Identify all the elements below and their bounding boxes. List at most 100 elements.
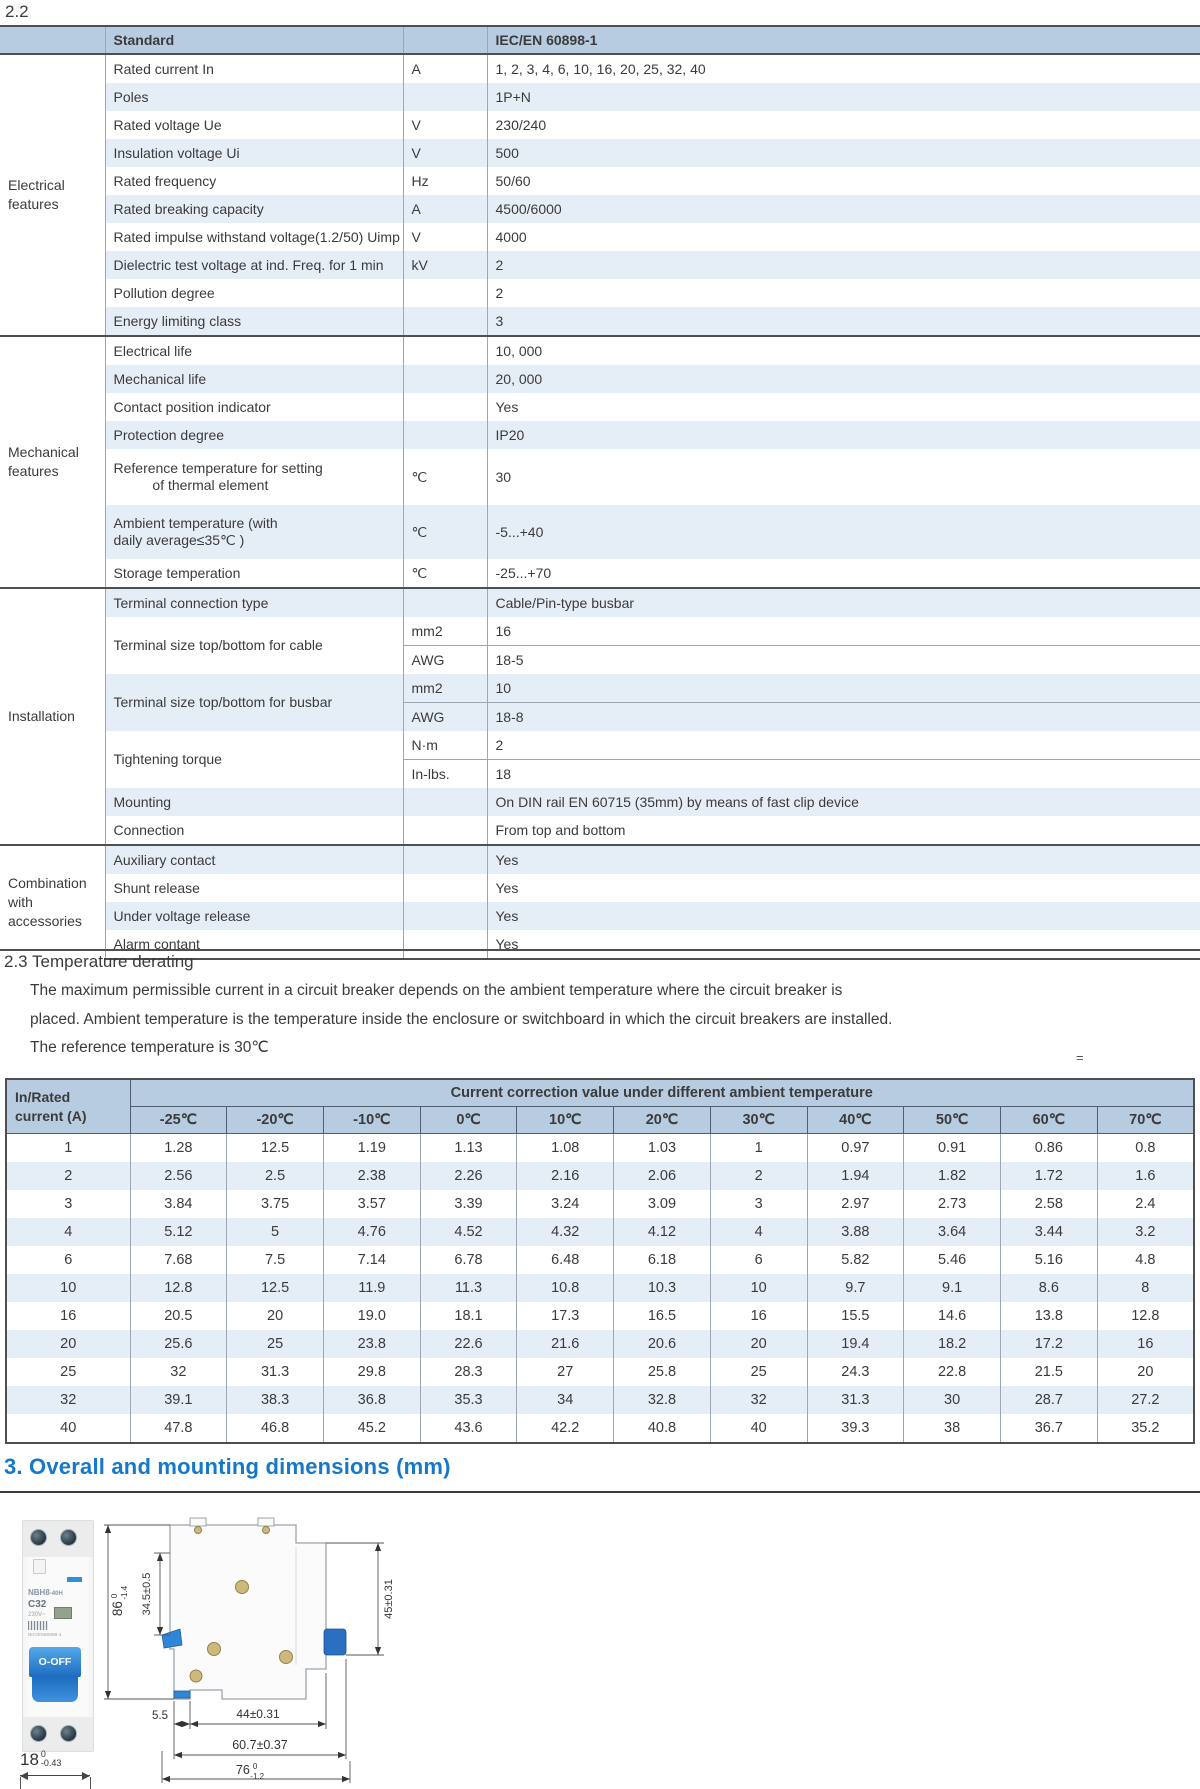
table-row: Insulation voltage Ui V 500 [0, 139, 1200, 167]
correction-value-cell: 38 [903, 1414, 1001, 1443]
spec-value-cell: IP20 [486, 421, 1200, 449]
correction-value-cell: 7.5 [226, 1246, 324, 1274]
rated-current-cell: 32 [5, 1386, 131, 1414]
correction-value-cell: 32.8 [613, 1386, 711, 1414]
correction-value-cell: 4.12 [613, 1218, 711, 1246]
spec-unit-cell [402, 930, 487, 960]
correction-value-cell: 2.73 [903, 1190, 1001, 1218]
correction-value-cell: 20.6 [613, 1330, 711, 1358]
correction-value-cell: 2.5 [226, 1162, 324, 1190]
correction-value-cell: 5.12 [129, 1218, 228, 1246]
screw-terminal-icon [30, 1725, 47, 1742]
correction-value-cell: 8.6 [999, 1274, 1098, 1302]
correction-value-cell: 16 [709, 1302, 808, 1330]
spec-value-cell: 10, 000 [486, 335, 1200, 365]
correction-value-cell: 35.3 [419, 1386, 518, 1414]
correction-value-cell: 5 [226, 1218, 324, 1246]
correction-value-cell: 20 [226, 1302, 324, 1330]
dimension-lines [104, 1524, 384, 1783]
spec-unit-cell [402, 335, 487, 365]
screw-terminal-icon [60, 1725, 77, 1742]
table-row: Terminal size top/bottom for cable mm2 16 [0, 617, 1200, 674]
correction-value-cell: 1.28 [129, 1133, 228, 1162]
correction-value-cell: 3.64 [903, 1218, 1001, 1246]
spec-unit-cell [402, 421, 487, 449]
toggle-off-label: O-OFF [29, 1647, 81, 1677]
correction-value-cell: 35.2 [1096, 1414, 1195, 1443]
correction-value-cell: 25 [709, 1358, 808, 1386]
spec-value-cell: 2 [486, 731, 1200, 760]
spec-header-standard: Standard [104, 25, 403, 55]
temp-header-cell: 70℃ [1096, 1106, 1195, 1134]
spec-property-cell: Terminal connection type [104, 587, 403, 617]
spec-unit-cell [402, 902, 487, 930]
table-row: Storage temperation ℃ -25...+70 [0, 559, 1200, 588]
correction-value-cell: 15.5 [806, 1302, 905, 1330]
dimension-tick [90, 1777, 91, 1789]
rated-current-cell: 4 [5, 1218, 131, 1246]
spec-header-value: IEC/EN 60898-1 [486, 25, 1200, 55]
spec-property-cell: Shunt release [104, 874, 403, 902]
spec-unit-cell: AWG [402, 645, 487, 674]
correction-value-cell: 40 [709, 1414, 808, 1443]
spec-unit-cell [402, 587, 487, 617]
spec-unit-cell: ℃ [402, 449, 487, 505]
mounting-tab [257, 1517, 275, 1527]
correction-value-cell: 12.5 [226, 1274, 324, 1302]
correction-value-cell: 28.3 [419, 1358, 518, 1386]
rated-current-cell: 20 [5, 1330, 131, 1358]
correction-value-cell: 3.2 [1096, 1218, 1195, 1246]
correction-value-cell: 1.6 [1096, 1162, 1195, 1190]
correction-value-cell: 27 [516, 1358, 615, 1386]
spec-unit-cell [402, 279, 487, 307]
correction-value-cell: 3.24 [516, 1190, 615, 1218]
correction-value-cell: 7.68 [129, 1246, 228, 1274]
spec-value-cell: 16 [486, 617, 1200, 646]
correction-value-cell: 18.2 [903, 1330, 1001, 1358]
table-row: Terminal size top/bottom for busbar mm2 10 [0, 674, 1200, 731]
section-2-2-label: 2.2 [5, 2, 29, 21]
correction-value-cell: 42.2 [516, 1414, 615, 1443]
spec-property-cell: Ambient temperature (with daily average≤… [104, 505, 403, 559]
spec-value-cell: 1, 2, 3, 4, 6, 10, 16, 20, 25, 32, 40 [486, 53, 1200, 83]
correction-value-cell: 5.46 [903, 1246, 1001, 1274]
correction-value-cell: 9.1 [903, 1274, 1001, 1302]
correction-value-cell: 19.4 [806, 1330, 905, 1358]
spec-property-cell: Protection degree [104, 421, 403, 449]
table-row: 40 47.8 46.8 45.2 43.6 42.2 40.8 40 39.3… [5, 1414, 1195, 1443]
table-row: Rated impulse withstand voltage(1.2/50) … [0, 223, 1200, 251]
correction-value-cell: 40.8 [613, 1414, 711, 1443]
spec-value-cell: 18 [486, 759, 1200, 788]
correction-value-cell: 21.5 [999, 1358, 1098, 1386]
spec-value-cell: 50/60 [486, 167, 1200, 195]
spec-unit-cell [402, 844, 487, 874]
spec-value-cell: 500 [486, 139, 1200, 167]
table-row: 4 5.12 5 4.76 4.52 4.32 4.12 4 3.88 3.64… [5, 1218, 1195, 1246]
correction-value-cell: 32 [709, 1386, 808, 1414]
spec-unit-cell [402, 393, 487, 421]
correction-value-cell: 25.8 [613, 1358, 711, 1386]
dim-45-label: 45±0.31 [383, 1579, 395, 1619]
spec-value-cell: Cable/Pin-type busbar [486, 587, 1200, 617]
correction-value-cell: 28.7 [999, 1386, 1098, 1414]
spec-unit-cell: mm2 [402, 617, 487, 646]
correction-value-cell: 0.8 [1096, 1133, 1195, 1162]
correction-value-cell: 6.18 [613, 1246, 711, 1274]
correction-value-cell: 12.8 [129, 1274, 228, 1302]
table-row: Under voltage release Yes [0, 902, 1200, 930]
correction-value-cell: 4.8 [1096, 1246, 1195, 1274]
correction-value-cell: 17.2 [999, 1330, 1098, 1358]
correction-value-cell: 43.6 [419, 1414, 518, 1443]
spec-property-cell: Poles [104, 83, 403, 111]
spec-value-cell: 2 [486, 279, 1200, 307]
spec-unit-cell: N·m [402, 731, 487, 760]
spec-unit-cell [402, 365, 487, 393]
correction-value-cell: 2 [709, 1162, 808, 1190]
table-row: 16 20.5 20 19.0 18.1 17.3 16.5 16 15.5 1… [5, 1302, 1195, 1330]
temp-header-cell: -10℃ [322, 1106, 421, 1134]
correction-value-cell: 1.82 [903, 1162, 1001, 1190]
correction-value-cell: 12.8 [1096, 1302, 1195, 1330]
rated-current-cell: 3 [5, 1190, 131, 1218]
spec-unit-cell: ℃ [402, 505, 487, 559]
temp-header-cell: -25℃ [129, 1106, 228, 1134]
